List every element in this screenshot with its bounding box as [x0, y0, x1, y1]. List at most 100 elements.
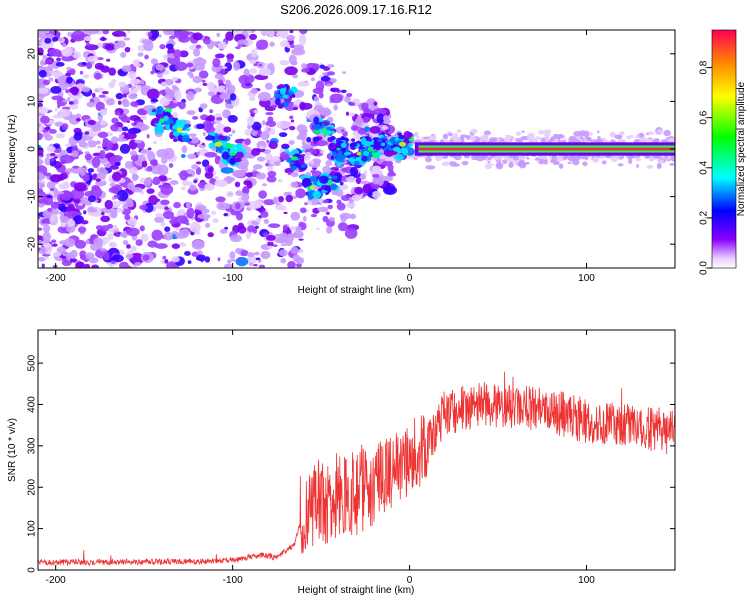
- heatmap-cell: [496, 163, 501, 168]
- heatmap-cell: [384, 157, 391, 162]
- heatmap-cell: [292, 106, 299, 111]
- heatmap-cell: [273, 161, 281, 167]
- heatmap-cell: [345, 176, 358, 183]
- heatmap-cell: [70, 188, 85, 200]
- heatmap-cell: [85, 201, 92, 206]
- heatmap-cell: [256, 156, 266, 162]
- heatmap-cell: [232, 169, 246, 178]
- heatmap-cell: [160, 221, 166, 227]
- heatmap-cell: [376, 113, 385, 124]
- heatmap-cell: [290, 211, 301, 221]
- heatmap-cell: [626, 135, 631, 140]
- heatmap-cell: [290, 165, 297, 171]
- heatmap-cell: [351, 138, 356, 142]
- heatmap-cell: [256, 148, 266, 153]
- heatmap-cell: [223, 212, 229, 217]
- heatmap-cell: [38, 188, 44, 193]
- heatmap-cell: [52, 251, 62, 257]
- heatmap-cell: [146, 88, 160, 100]
- heatmap-cell: [96, 87, 104, 92]
- heatmap-cell: [200, 208, 210, 214]
- heatmap-cell: [73, 132, 83, 141]
- heatmap-cell: [332, 175, 338, 180]
- heatmap-cell: [279, 151, 290, 160]
- heatmap-cell: [68, 103, 79, 110]
- heatmap-cell: [244, 138, 251, 146]
- heatmap-cell: [263, 199, 276, 206]
- heatmap-cell: [116, 189, 129, 202]
- heatmap-cell: [38, 155, 42, 159]
- heatmap-cell: [223, 263, 234, 268]
- heatmap-cell: [538, 158, 545, 165]
- heatmap-cell: [65, 143, 72, 148]
- heatmap-cell: [308, 160, 321, 168]
- heatmap-cell: [42, 54, 48, 60]
- heatmap-cell: [182, 179, 188, 187]
- heatmap-cell: [55, 133, 66, 139]
- heatmap-cell: [159, 118, 165, 123]
- heatmap-cell: [216, 201, 229, 211]
- heatmap-cell: [94, 72, 102, 80]
- heatmap-cell: [147, 31, 153, 38]
- heatmap-cell: [257, 259, 262, 263]
- spectrogram-y-tick-label: -20: [27, 237, 38, 252]
- heatmap-cell: [267, 170, 277, 178]
- heatmap-cell: [247, 252, 255, 258]
- heatmap-cell: [197, 213, 211, 220]
- heatmap-cell: [160, 81, 168, 87]
- heatmap-cell: [149, 30, 160, 39]
- snr-series-line: [38, 371, 675, 567]
- heatmap-cell: [222, 109, 231, 119]
- heatmap-cell: [479, 134, 489, 143]
- heatmap-cell: [172, 138, 178, 143]
- heatmap-cell: [377, 177, 384, 186]
- heatmap-cell: [192, 75, 203, 84]
- heatmap-cell: [38, 160, 42, 165]
- heatmap-cell: [326, 64, 335, 68]
- heatmap-cell: [166, 177, 172, 180]
- heatmap-cell: [253, 264, 258, 267]
- heatmap-cell: [231, 129, 236, 134]
- heatmap-cell: [279, 232, 288, 238]
- heatmap-cell: [42, 231, 51, 244]
- heatmap-cell: [218, 88, 226, 93]
- heatmap-cell: [154, 243, 168, 249]
- heatmap-cell: [187, 260, 192, 265]
- heatmap-cell: [456, 129, 462, 133]
- heatmap-cell: [244, 128, 252, 136]
- heatmap-cell: [106, 58, 111, 62]
- heatmap-cell: [327, 71, 336, 76]
- heatmap-cell: [317, 206, 329, 212]
- heatmap-cell: [167, 206, 172, 209]
- heatmap-cell: [207, 166, 214, 173]
- heatmap-cell: [179, 170, 189, 181]
- heatmap-cell: [69, 101, 74, 105]
- heatmap-cell: [268, 141, 278, 150]
- heatmap-cell: [496, 138, 501, 142]
- heatmap-cell: [51, 95, 64, 101]
- heatmap-cell: [290, 181, 299, 188]
- heatmap-cell: [152, 140, 158, 144]
- heatmap-cell: [265, 163, 270, 167]
- heatmap-cell: [127, 127, 141, 134]
- heatmap-cell: [157, 73, 163, 78]
- heatmap-cell: [53, 156, 58, 159]
- heatmap-cell: [235, 256, 249, 267]
- heatmap-cell: [144, 202, 154, 213]
- heatmap-cell: [348, 112, 356, 117]
- heatmap-cell: [211, 210, 216, 215]
- heatmap-cell: [390, 151, 398, 155]
- heatmap-cell: [614, 134, 623, 140]
- heatmap-cell: [256, 217, 262, 223]
- heatmap-cell: [141, 160, 148, 168]
- heatmap-cell: [224, 226, 229, 230]
- heatmap-cell: [49, 129, 57, 134]
- heatmap-cell: [192, 32, 203, 41]
- heatmap-cell: [180, 132, 185, 136]
- heatmap-cell: [280, 243, 287, 247]
- heatmap-cell: [115, 208, 125, 213]
- heatmap-cell: [38, 47, 44, 55]
- heatmap-cell: [198, 70, 209, 79]
- heatmap-cell: [340, 142, 347, 149]
- heatmap-cell: [315, 139, 328, 147]
